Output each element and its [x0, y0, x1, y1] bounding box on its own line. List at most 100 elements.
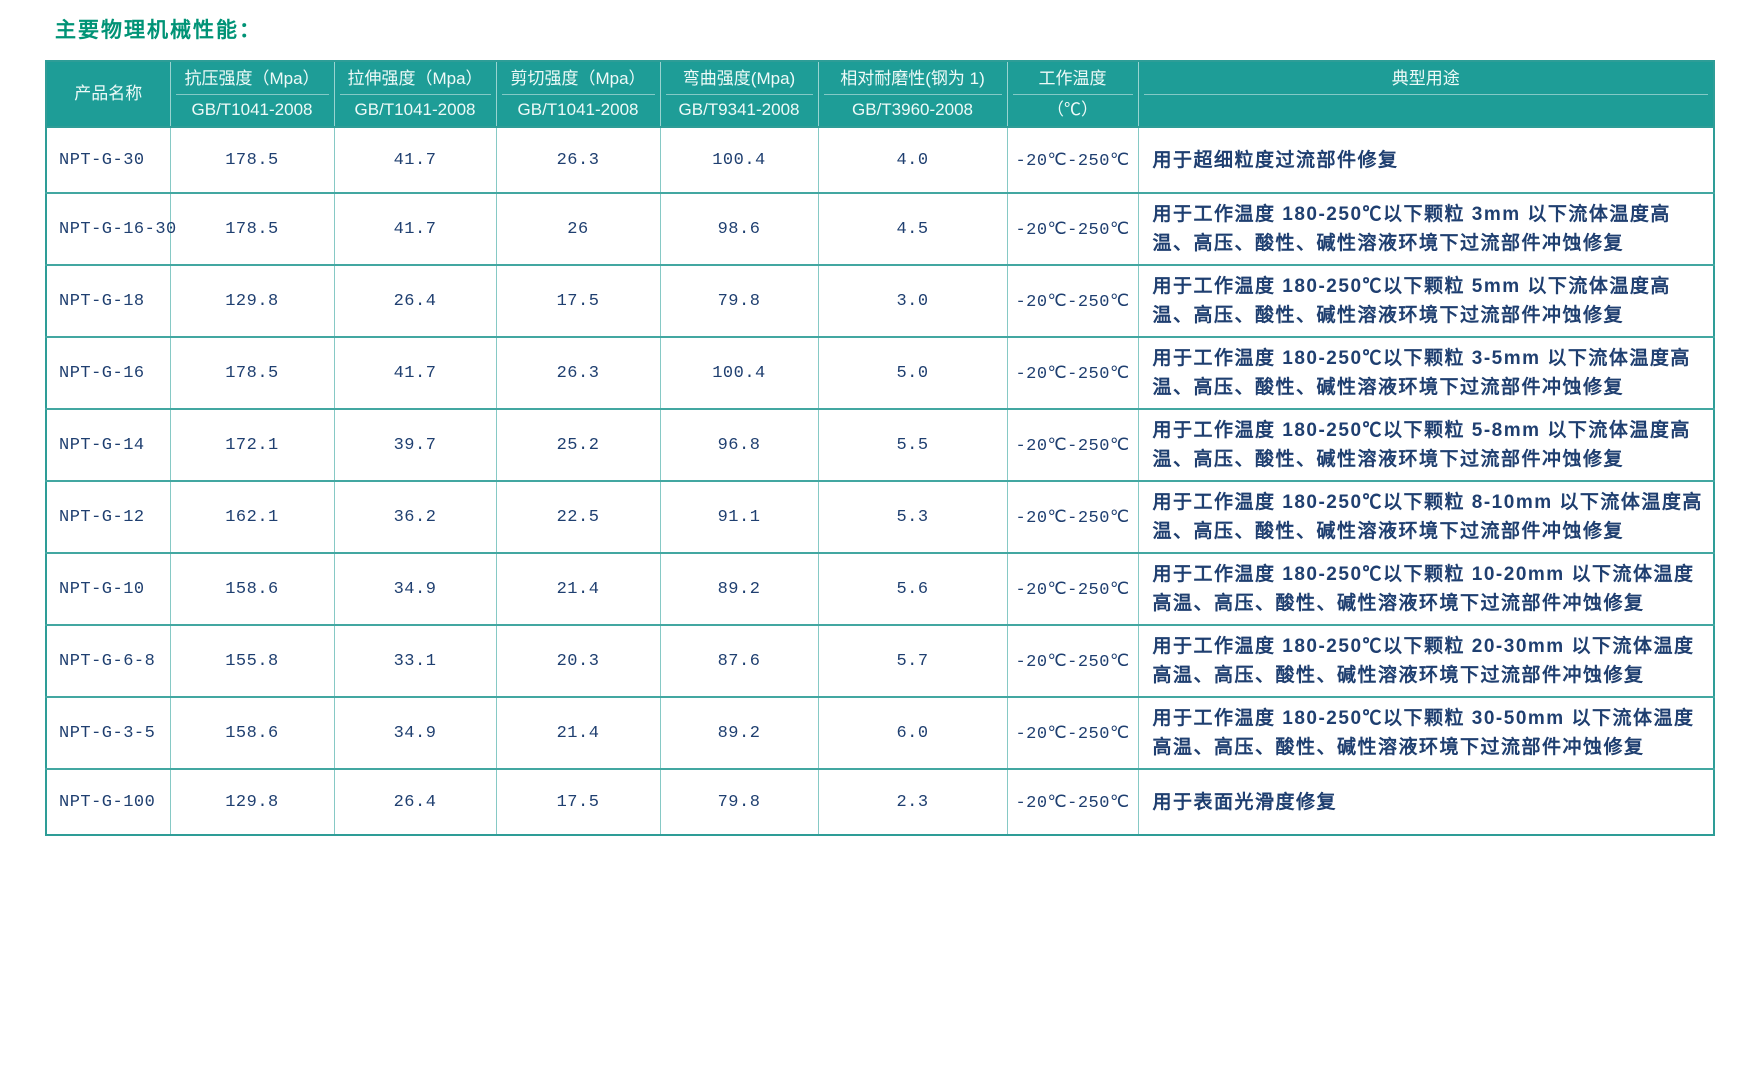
col-header-typical-use: 典型用途 — [1137, 61, 1714, 128]
typical-use-cell: 用于工作温度 180-250℃以下颗粒 5mm 以下流体温度高温、高压、酸性、碱… — [1137, 264, 1714, 337]
working-temperature-cell: -20℃-250℃ — [1006, 336, 1138, 409]
header-row: 产品名称 抗压强度（Mpa） GB/T1041-2008 拉伸强度（Mpa） G… — [46, 61, 1714, 128]
working-temperature-cell: -20℃-250℃ — [1006, 192, 1138, 265]
wear-resistance-cell: 3.0 — [817, 264, 1007, 337]
wear-resistance-cell: 4.5 — [817, 192, 1007, 265]
wear-resistance-cell: 5.0 — [817, 336, 1007, 409]
tensile-strength-cell: 33.1 — [333, 624, 496, 697]
bending-strength-cell: 89.2 — [659, 552, 818, 625]
header-cell: 抗压强度（Mpa） GB/T1041-2008 — [171, 62, 334, 126]
product-name-cell: NPT-G-16-30 — [46, 192, 176, 265]
product-name-cell: NPT-G-16 — [46, 336, 170, 409]
table-row: NPT-G-30 178.5 41.7 26.3 100.4 4.0 -20℃-… — [46, 126, 1714, 193]
header-label: 抗压强度（Mpa） — [184, 68, 320, 88]
bending-strength-cell: 79.8 — [659, 768, 818, 835]
tensile-strength-cell: 26.4 — [333, 264, 496, 337]
tensile-strength-cell: 41.7 — [333, 192, 496, 265]
typical-use-cell: 用于工作温度 180-250℃以下颗粒 10-20mm 以下流体温度高温、高压、… — [1137, 552, 1714, 625]
product-name-cell: NPT-G-3-5 — [46, 696, 170, 769]
header-label: 典型用途 — [1391, 68, 1460, 88]
header-cell: 剪切强度（Mpa） GB/T1041-2008 — [497, 62, 660, 126]
header-label: 弯曲强度(Mpa) — [682, 68, 796, 88]
compressive-strength-cell: 172.1 — [169, 408, 334, 481]
table-row: NPT-G-10 158.6 34.9 21.4 89.2 5.6 -20℃-2… — [46, 552, 1714, 625]
table-row: NPT-G-12 162.1 36.2 22.5 91.1 5.3 -20℃-2… — [46, 480, 1714, 553]
shear-strength-cell: 26.3 — [495, 336, 660, 409]
header-cell: 典型用途 — [1139, 62, 1714, 126]
product-name-cell: NPT-G-12 — [46, 480, 170, 553]
header-cell: 相对耐磨性(钢为 1) GB/T3960-2008 — [819, 62, 1007, 126]
table-row: NPT-G-6-8 155.8 33.1 20.3 87.6 5.7 -20℃-… — [46, 624, 1714, 697]
header-standard: GB/T9341-2008 — [678, 99, 800, 119]
typical-use-cell: 用于超细粒度过流部件修复 — [1137, 126, 1714, 193]
table-row: NPT-G-100 129.8 26.4 17.5 79.8 2.3 -20℃-… — [46, 768, 1714, 835]
col-header-bending-strength: 弯曲强度(Mpa) GB/T9341-2008 — [659, 61, 818, 128]
shear-strength-cell: 21.4 — [495, 552, 660, 625]
header-label: 产品名称 — [74, 84, 143, 103]
table-row: NPT-G-16 178.5 41.7 26.3 100.4 5.0 -20℃-… — [46, 336, 1714, 409]
wear-resistance-cell: 4.0 — [817, 126, 1007, 193]
col-header-compressive-strength: 抗压强度（Mpa） GB/T1041-2008 — [169, 61, 334, 128]
tensile-strength-cell: 34.9 — [333, 696, 496, 769]
header-cell: 工作温度 （℃） — [1008, 62, 1138, 126]
col-header-tensile-strength: 拉伸强度（Mpa） GB/T1041-2008 — [333, 61, 496, 128]
wear-resistance-cell: 5.3 — [817, 480, 1007, 553]
product-name-cell: NPT-G-18 — [46, 264, 170, 337]
compressive-strength-cell: 178.5 — [169, 192, 334, 265]
wear-resistance-cell: 5.5 — [817, 408, 1007, 481]
shear-strength-cell: 17.5 — [495, 768, 660, 835]
shear-strength-cell: 20.3 — [495, 624, 660, 697]
bending-strength-cell: 87.6 — [659, 624, 818, 697]
header-cell: 产品名称 — [47, 62, 170, 126]
working-temperature-cell: -20℃-250℃ — [1006, 126, 1138, 193]
typical-use-cell: 用于工作温度 180-250℃以下颗粒 20-30mm 以下流体温度高温、高压、… — [1137, 624, 1714, 697]
bending-strength-cell: 100.4 — [659, 126, 818, 193]
page-title: 主要物理机械性能： — [55, 19, 262, 42]
wear-resistance-cell: 5.7 — [817, 624, 1007, 697]
product-name-cell: NPT-G-14 — [46, 408, 170, 481]
header-label: 工作温度 — [1038, 68, 1107, 88]
shear-strength-cell: 26 — [495, 192, 660, 265]
working-temperature-cell: -20℃-250℃ — [1006, 624, 1138, 697]
header-divider — [665, 93, 813, 95]
compressive-strength-cell: 178.5 — [169, 336, 334, 409]
header-divider — [823, 93, 1002, 95]
typical-use-cell: 用于表面光滑度修复 — [1137, 768, 1714, 835]
wear-resistance-cell: 2.3 — [817, 768, 1007, 835]
bending-strength-cell: 98.6 — [659, 192, 818, 265]
working-temperature-cell: -20℃-250℃ — [1006, 696, 1138, 769]
tensile-strength-cell: 34.9 — [333, 552, 496, 625]
tensile-strength-cell: 36.2 — [333, 480, 496, 553]
shear-strength-cell: 26.3 — [495, 126, 660, 193]
header-divider — [339, 93, 491, 95]
header-divider — [175, 93, 329, 95]
header-cell: 拉伸强度（Mpa） GB/T1041-2008 — [335, 62, 496, 126]
bending-strength-cell: 89.2 — [659, 696, 818, 769]
header-unit: （℃） — [1047, 99, 1098, 119]
tensile-strength-cell: 26.4 — [333, 768, 496, 835]
header-cell: 弯曲强度(Mpa) GB/T9341-2008 — [661, 62, 818, 126]
tensile-strength-cell: 39.7 — [333, 408, 496, 481]
table-row: NPT-G-16-30 178.5 41.7 26 98.6 4.5 -20℃-… — [46, 192, 1714, 265]
typical-use-cell: 用于工作温度 180-250℃以下颗粒 8-10mm 以下流体温度高温、高压、酸… — [1137, 480, 1714, 553]
bending-strength-cell: 96.8 — [659, 408, 818, 481]
shear-strength-cell: 21.4 — [495, 696, 660, 769]
compressive-strength-cell: 129.8 — [169, 768, 334, 835]
compressive-strength-cell: 158.6 — [169, 552, 334, 625]
properties-table: 产品名称 抗压强度（Mpa） GB/T1041-2008 拉伸强度（Mpa） G… — [45, 60, 1715, 836]
working-temperature-cell: -20℃-250℃ — [1006, 408, 1138, 481]
product-name-cell: NPT-G-100 — [46, 768, 170, 835]
header-standard: GB/T1041-2008 — [354, 99, 476, 119]
shear-strength-cell: 17.5 — [495, 264, 660, 337]
compressive-strength-cell: 129.8 — [169, 264, 334, 337]
typical-use-cell: 用于工作温度 180-250℃以下颗粒 3-5mm 以下流体温度高温、高压、酸性… — [1137, 336, 1714, 409]
tensile-strength-cell: 41.7 — [333, 336, 496, 409]
product-name-cell: NPT-G-6-8 — [46, 624, 170, 697]
header-standard: GB/T1041-2008 — [191, 99, 313, 119]
shear-strength-cell: 22.5 — [495, 480, 660, 553]
col-header-wear-resistance: 相对耐磨性(钢为 1) GB/T3960-2008 — [817, 61, 1007, 128]
header-standard: GB/T1041-2008 — [517, 99, 639, 119]
bending-strength-cell: 79.8 — [659, 264, 818, 337]
col-header-product-name: 产品名称 — [46, 61, 170, 128]
